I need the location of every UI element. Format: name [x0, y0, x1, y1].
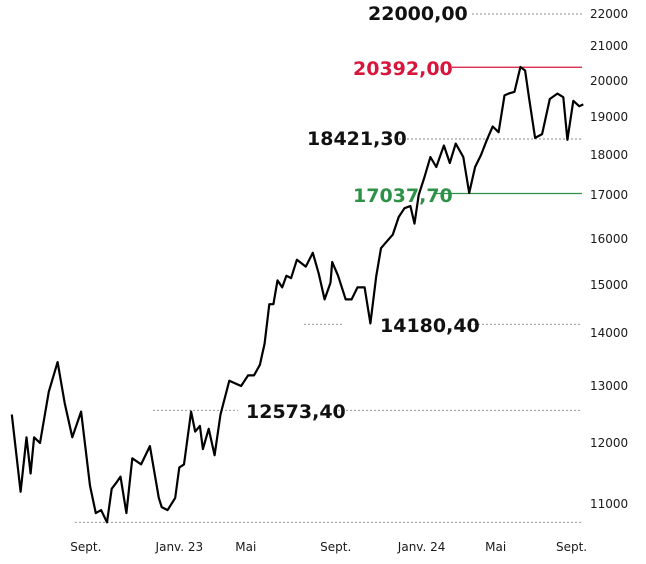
x-tick-label: Sept. [320, 540, 351, 554]
x-tick-label: Mai [235, 540, 256, 554]
y-tick-label: 16000 [590, 232, 628, 246]
x-tick-label: Sept. [556, 540, 587, 554]
level-labels: 22000,00 20392,00 18421,30 17037,70 14180,40… [246, 3, 480, 423]
y-tick-label: 12000 [590, 436, 628, 450]
level-label: 20392,00 [353, 58, 453, 80]
guide-lines [75, 13, 582, 523]
y-tick-label: 21000 [590, 39, 628, 53]
level-label: 17037,70 [353, 185, 453, 207]
level-label: 22000,00 [368, 3, 468, 25]
x-tick-label: Mai [485, 540, 506, 554]
y-axis-ticks: 11000 12000 13000 14000 15000 16000 17000 18000… [590, 7, 628, 511]
x-axis-ticks: Sept. Janv. 23 Mai Sept. Janv. 24 Mai Sept. [70, 540, 587, 554]
x-tick-label: Janv. 24 [397, 540, 446, 554]
y-tick-label: 13000 [590, 379, 628, 393]
y-tick-label: 11000 [590, 497, 628, 511]
y-tick-label: 19000 [590, 110, 628, 124]
y-tick-label: 17000 [590, 188, 628, 202]
y-tick-label: 15000 [590, 278, 628, 292]
x-tick-label: Janv. 23 [155, 540, 204, 554]
y-tick-label: 18000 [590, 148, 628, 162]
level-label: 12573,40 [246, 401, 346, 423]
level-label: 14180,40 [380, 315, 480, 337]
y-tick-label: 22000 [590, 7, 628, 21]
y-tick-label: 14000 [590, 326, 628, 340]
series-line [10, 65, 584, 524]
level-label: 18421,30 [307, 128, 407, 150]
y-tick-label: 20000 [590, 74, 628, 88]
x-tick-label: Sept. [70, 540, 101, 554]
